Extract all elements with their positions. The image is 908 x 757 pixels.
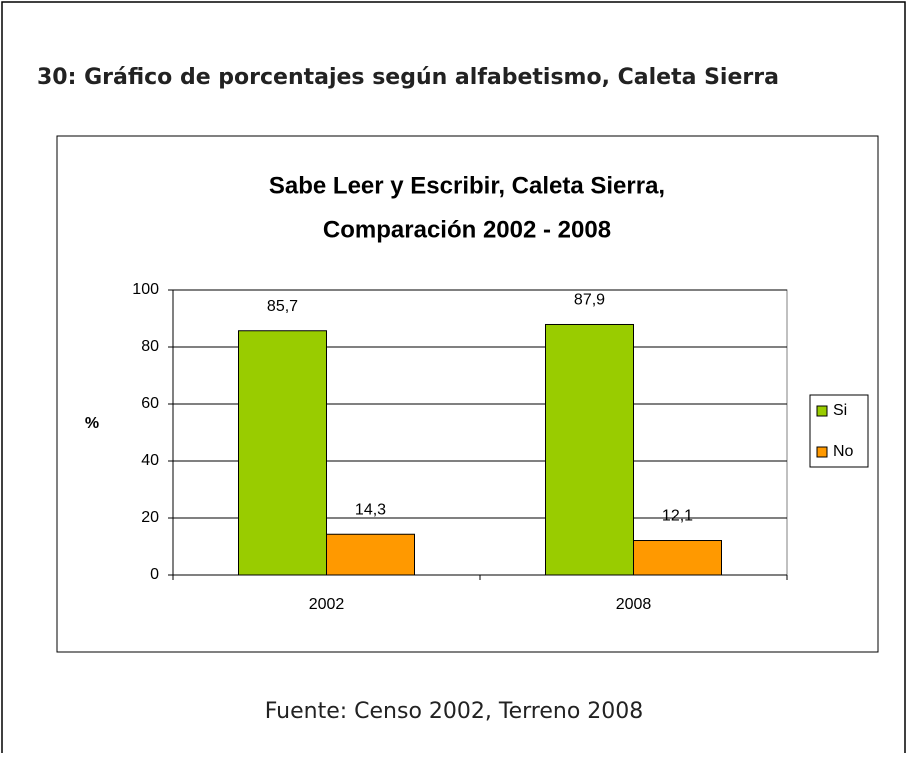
data-label: 87,9 <box>574 292 605 309</box>
y-axis-label: % <box>85 415 99 432</box>
y-tick-label: 40 <box>141 452 159 469</box>
y-tick-label: 20 <box>141 509 159 526</box>
legend-swatch <box>816 446 828 458</box>
legend-label: No <box>833 443 854 460</box>
data-label: 12,1 <box>662 508 693 525</box>
source: Fuente: Censo 2002, Terreno 2008 <box>265 699 644 724</box>
chart-title: Comparación 2002 - 2008 <box>323 216 611 243</box>
x-tick-label: 2008 <box>616 596 652 613</box>
chart-title: Sabe Leer y Escribir, Caleta Sierra, <box>269 172 665 199</box>
bar <box>238 330 327 576</box>
bar <box>545 323 634 576</box>
x-tick-label: 2002 <box>309 596 345 613</box>
legend-label: Si <box>833 402 847 419</box>
heading: 30: Gráfico de porcentajes según alfabet… <box>37 65 779 90</box>
data-label: 14,3 <box>355 501 386 518</box>
y-tick-label: 80 <box>141 338 159 355</box>
y-tick-label: 0 <box>150 566 159 583</box>
y-tick-label: 60 <box>141 395 159 412</box>
legend-swatch <box>816 405 828 417</box>
y-tick-label: 100 <box>132 281 159 298</box>
bar <box>633 540 722 576</box>
bar <box>326 533 415 576</box>
data-label: 85,7 <box>267 298 298 315</box>
